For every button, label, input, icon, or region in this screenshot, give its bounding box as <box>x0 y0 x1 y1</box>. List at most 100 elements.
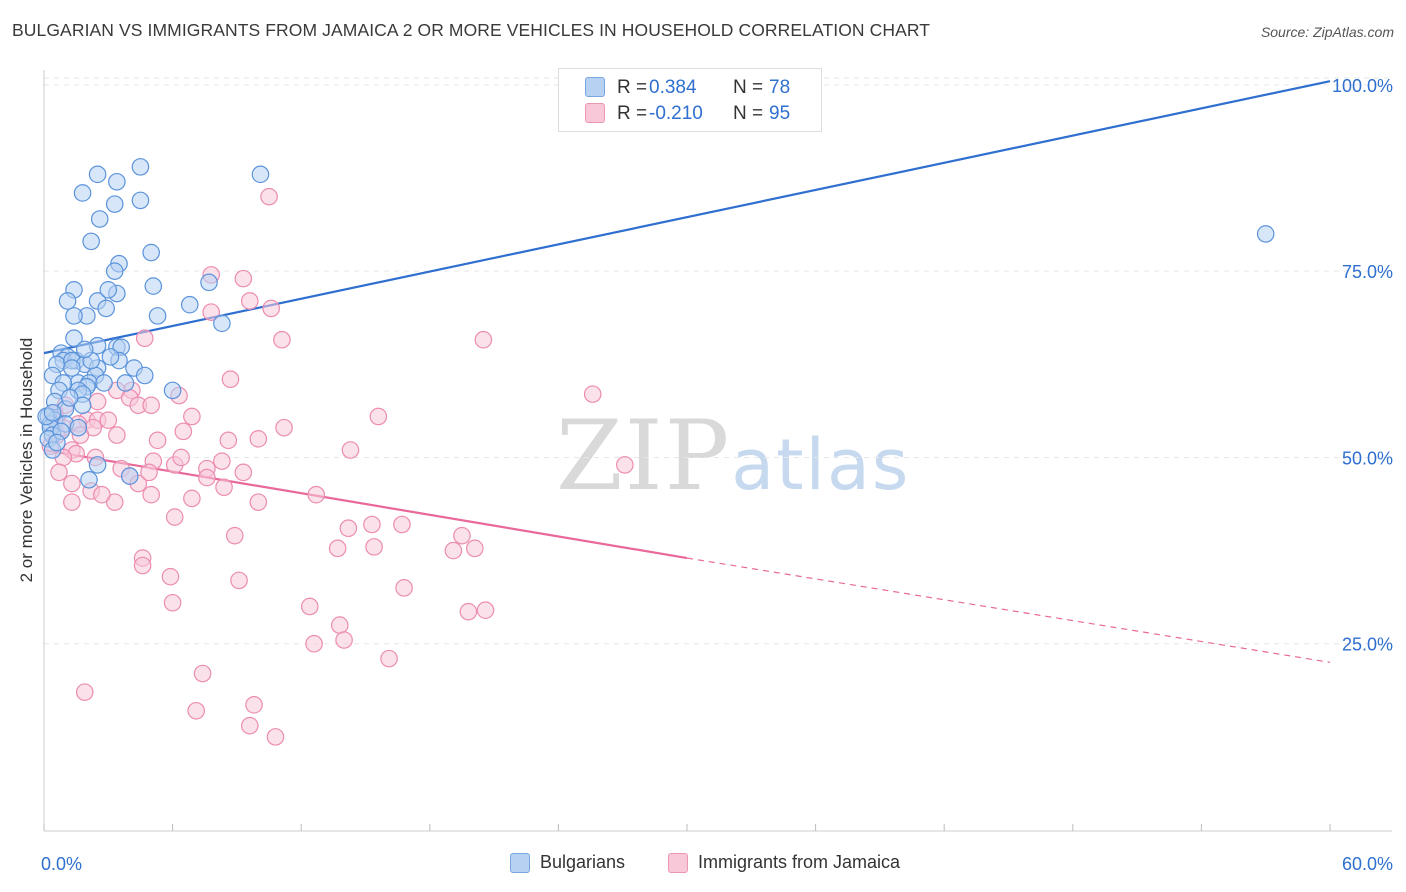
point-jamaica <box>365 538 383 556</box>
n-value: 95 <box>769 103 791 124</box>
point-jamaica <box>88 392 107 411</box>
point-jamaica <box>230 571 248 590</box>
point-jamaica <box>163 593 182 612</box>
point-jamaica <box>63 493 81 511</box>
r-value: -0.210 <box>649 103 703 124</box>
point-jamaica <box>234 269 253 288</box>
point-jamaica <box>148 431 167 450</box>
trend-line-jamaica-extension <box>686 557 1331 663</box>
grid <box>44 77 1392 645</box>
point-bulgarians <box>82 232 100 251</box>
point-bulgarians <box>48 433 66 452</box>
point-jamaica <box>305 634 323 653</box>
point-bulgarians <box>90 210 109 228</box>
point-bulgarians <box>251 165 270 184</box>
point-bulgarians <box>116 374 135 392</box>
y-tick-label: 50.0% <box>1342 448 1393 468</box>
point-jamaica <box>198 468 216 487</box>
point-bulgarians <box>58 292 77 310</box>
r-label: R = <box>617 103 648 124</box>
point-jamaica <box>307 485 326 504</box>
point-jamaica <box>202 303 220 321</box>
point-jamaica <box>142 485 160 504</box>
point-jamaica <box>142 396 160 415</box>
watermark: ZIPatlas <box>556 400 910 512</box>
point-jamaica <box>219 431 238 450</box>
point-jamaica <box>245 696 263 714</box>
point-bulgarians <box>180 295 199 314</box>
point-bulgarians <box>73 184 92 202</box>
point-jamaica <box>474 330 493 349</box>
r-label: R = <box>617 77 648 98</box>
pink-swatch-icon <box>668 853 688 873</box>
point-bulgarians <box>88 165 107 184</box>
point-bulgarians <box>148 307 167 325</box>
point-bulgarians <box>69 418 88 437</box>
point-jamaica <box>172 448 190 467</box>
point-bulgarians <box>43 403 62 422</box>
point-jamaica <box>108 426 126 444</box>
point-bulgarians <box>1256 225 1275 243</box>
point-bulgarians <box>131 158 150 176</box>
point-jamaica <box>262 299 280 318</box>
point-jamaica <box>183 407 201 426</box>
point-jamaica <box>225 526 244 545</box>
legend-label-bulgarians: Bulgarians <box>540 852 626 872</box>
x-tick-label: 0.0% <box>41 854 82 874</box>
point-bulgarians <box>131 191 150 210</box>
point-bulgarians <box>65 307 83 325</box>
point-bulgarians <box>88 456 107 474</box>
point-jamaica <box>330 616 349 634</box>
point-bulgarians <box>99 281 118 299</box>
blue-swatch-icon <box>510 853 530 873</box>
point-jamaica <box>616 456 634 474</box>
n-label: N = <box>733 77 764 98</box>
watermark-zip: ZIP <box>556 400 732 512</box>
pink-swatch-icon <box>585 103 605 123</box>
point-jamaica <box>133 556 152 575</box>
point-jamaica <box>215 478 233 497</box>
point-bulgarians <box>95 374 113 392</box>
point-jamaica <box>335 631 353 649</box>
watermark-atlas: atlas <box>731 424 911 506</box>
data-points <box>37 76 1275 746</box>
point-jamaica <box>193 664 212 683</box>
point-bulgarians <box>163 381 182 400</box>
point-bulgarians <box>80 471 98 489</box>
point-jamaica <box>50 463 68 482</box>
point-bulgarians <box>75 340 94 359</box>
point-jamaica <box>444 541 463 560</box>
chart-title: BULGARIAN VS IMMIGRANTS FROM JAMAICA 2 O… <box>12 20 931 40</box>
point-bulgarians <box>60 389 79 407</box>
point-jamaica <box>300 597 319 616</box>
point-jamaica <box>93 485 111 504</box>
point-bulgarians <box>144 277 163 295</box>
point-bulgarians <box>108 172 126 191</box>
point-jamaica <box>234 463 253 482</box>
point-bulgarians <box>65 329 83 348</box>
axes <box>43 70 1392 832</box>
point-jamaica <box>380 649 398 668</box>
point-jamaica <box>393 515 411 534</box>
point-jamaica <box>63 474 81 493</box>
point-bulgarians <box>63 359 81 377</box>
point-bulgarians <box>135 366 154 385</box>
point-bulgarians <box>97 299 115 318</box>
y-tick-label: 25.0% <box>1342 635 1393 655</box>
point-jamaica <box>135 329 154 348</box>
point-jamaica <box>99 411 118 429</box>
point-bulgarians <box>120 467 139 485</box>
point-jamaica <box>165 508 184 526</box>
point-jamaica <box>453 526 471 545</box>
y-axis-label: 2 or more Vehicles in Household <box>17 337 36 583</box>
y-tick-label: 75.0% <box>1342 262 1393 282</box>
point-jamaica <box>240 292 259 310</box>
point-jamaica <box>183 489 201 508</box>
point-jamaica <box>275 418 293 437</box>
point-jamaica <box>466 539 484 558</box>
point-bulgarians <box>213 314 231 333</box>
trend-line-jamaica <box>43 448 688 560</box>
trend-line-bulgarians <box>43 80 1331 355</box>
point-bulgarians <box>142 243 160 262</box>
